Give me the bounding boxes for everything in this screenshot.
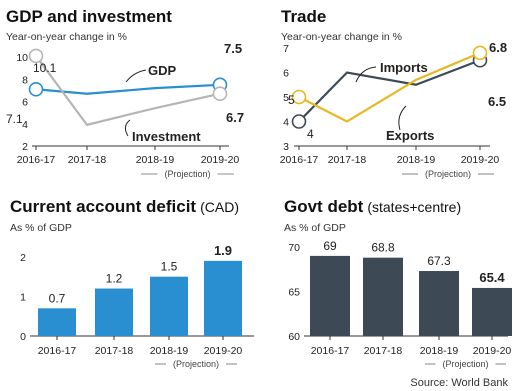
trade-projection-label: (Projection) — [425, 169, 471, 179]
cad-bar — [204, 260, 242, 336]
trade-ytick: 3 — [283, 141, 289, 153]
cad-title-note: (CAD) — [200, 199, 239, 215]
trade-category-label: 2016-17 — [280, 154, 319, 166]
gdp-investment-start-label: 10.1 — [33, 61, 57, 75]
debt-ytick: 70 — [288, 242, 300, 254]
cad-title-text: Current account deficit — [10, 197, 196, 216]
trade-series-point-exports — [291, 89, 307, 105]
trade-series-name-imports: Imports — [380, 60, 428, 75]
debt-ytick: 60 — [288, 331, 300, 343]
gdp-gdp-start-label: 7.1 — [6, 112, 23, 126]
trade-ytick: 6 — [283, 68, 289, 80]
trade-series-name-exports: Exports — [386, 128, 434, 143]
trade-ytick: 4 — [283, 117, 289, 129]
source-credit: Source: World Bank — [410, 377, 508, 389]
cad-category-label: 2016-17 — [38, 345, 77, 357]
trade-series-point-exports — [472, 45, 488, 61]
trade-ytick: 7 — [283, 43, 289, 55]
trade-category-label: 2017-18 — [328, 154, 367, 166]
trade-category-label: 2018-19 — [397, 154, 436, 166]
debt-bar — [310, 255, 350, 336]
debt-category-label: 2016-17 — [311, 345, 350, 357]
gdp-series-name-investment: Investment — [132, 129, 201, 144]
gdp-subtitle: Year-on-year change in % — [6, 31, 127, 43]
trade-chart: Trade Year-on-year change in % 3 4 5 6 7 2016-1… — [280, 7, 500, 179]
debt-bar — [472, 287, 512, 336]
cad-chart: Current account deficit (CAD) As % of GDP 0… — [10, 197, 254, 369]
debt-bar — [419, 271, 459, 336]
debt-subtitle: As % of GDP — [284, 222, 346, 234]
cad-category-label: 2017-18 — [95, 345, 134, 357]
gdp-series-point-investment — [28, 48, 44, 64]
gdp-gdp-end-label: 7.5 — [224, 41, 242, 56]
trade-title: Trade — [281, 7, 326, 26]
trade-exports-start-label: 5 — [288, 93, 295, 107]
gdp-ytick: 2 — [22, 141, 28, 153]
trade-category-label: 2019-20 — [461, 154, 500, 166]
gdp-ytick: 10 — [16, 52, 28, 64]
cad-projection-label: (Projection) — [173, 359, 219, 369]
debt-chart: Govt debt (states+centre) As % of GDP 60 65 7… — [284, 197, 512, 369]
cad-bar-value-label: 0.7 — [49, 291, 66, 305]
gdp-title-text: GDP and investment — [6, 7, 172, 26]
gdp-series-point-investment — [212, 86, 228, 102]
trade-imports-start-label: 4 — [307, 127, 314, 141]
debt-bar-value-label: 67.3 — [427, 254, 451, 268]
gdp-ytick: 6 — [22, 97, 28, 109]
exports-label-leader — [398, 105, 407, 131]
cad-category-label: 2019-20 — [204, 345, 243, 357]
trade-exports-end-label: 6.8 — [489, 40, 507, 55]
cad-ytick: 1 — [20, 291, 26, 303]
gdp-category-label: 2017-18 — [68, 154, 107, 166]
debt-ytick: 65 — [288, 287, 300, 299]
cad-ytick: 0 — [20, 331, 26, 343]
trade-title-text: Trade — [281, 7, 326, 26]
gdp-category-label: 2018-19 — [136, 154, 175, 166]
debt-bar-value-label: 65.4 — [479, 270, 505, 285]
debt-bar-value-label: 68.8 — [371, 241, 395, 255]
investment-label-leader — [124, 119, 131, 137]
cad-bar-value-label: 1.9 — [214, 243, 232, 258]
trade-subtitle: Year-on-year change in % — [281, 31, 402, 43]
trade-series-point-imports — [291, 114, 307, 129]
debt-projection-label: (Projection) — [442, 359, 488, 369]
cad-bar — [95, 288, 133, 336]
debt-bar-value-label: 69 — [323, 239, 337, 253]
cad-ytick: 2 — [20, 252, 26, 264]
gdp-category-label: 2019-20 — [201, 154, 240, 166]
imports-label-leader — [355, 66, 377, 83]
cad-bar-value-label: 1.2 — [106, 272, 123, 286]
gdp-label-leader — [125, 69, 147, 83]
gdp-ytick: 8 — [22, 74, 28, 86]
trade-series-line-exports — [298, 51, 481, 123]
gdp-series-name-gdp: GDP — [148, 63, 177, 78]
debt-bar — [363, 257, 403, 336]
cad-category-label: 2018-19 — [150, 345, 189, 357]
cad-bar — [38, 308, 76, 336]
gdp-category-label: 2016-17 — [17, 154, 56, 166]
trade-imports-end-label: 6.5 — [488, 94, 506, 109]
trade-ytick: 5 — [283, 92, 289, 104]
cad-bar-value-label: 1.5 — [161, 260, 178, 274]
gdp-ytick: 4 — [22, 119, 28, 131]
gdp-title: GDP and investment — [6, 7, 172, 26]
cad-subtitle: As % of GDP — [10, 222, 72, 234]
cad-bar — [150, 276, 188, 336]
gdp-series-point-gdp — [28, 81, 44, 97]
trade-series-line-imports — [298, 59, 481, 123]
debt-title-text: Govt debt — [284, 197, 364, 216]
gdp-projection-label: (Projection) — [164, 169, 210, 179]
debt-title: Govt debt (states+centre) — [284, 197, 461, 216]
debt-category-label: 2018-19 — [420, 345, 459, 357]
debt-category-label: 2019-20 — [473, 345, 512, 357]
gdp-series-line-investment — [35, 55, 221, 127]
gdp-investment-end-label: 6.7 — [226, 110, 244, 125]
gdp-chart: GDP and investment Year-on-year change in… — [6, 7, 239, 179]
cad-title: Current account deficit (CAD) — [10, 197, 239, 216]
debt-title-note: (states+centre) — [367, 199, 461, 215]
debt-category-label: 2017-18 — [364, 345, 403, 357]
